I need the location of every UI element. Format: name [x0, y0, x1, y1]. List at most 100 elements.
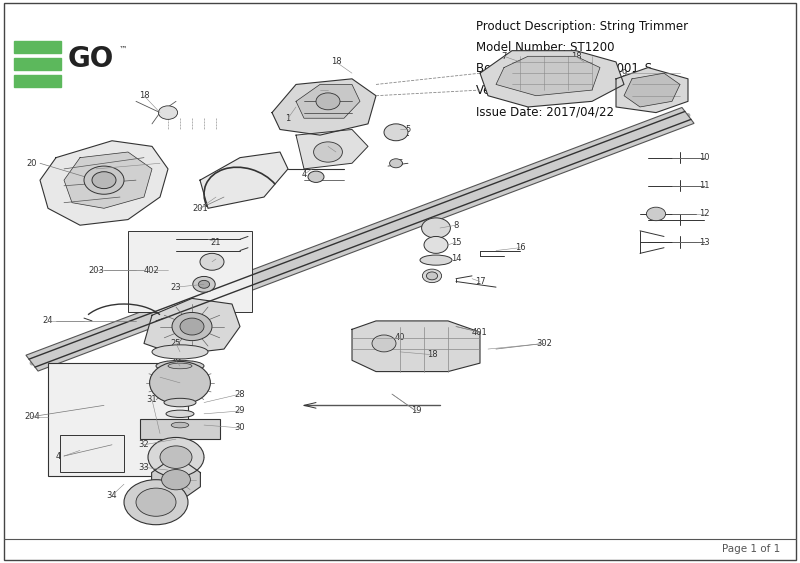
- Circle shape: [426, 272, 438, 280]
- Polygon shape: [496, 56, 600, 96]
- Circle shape: [384, 124, 408, 141]
- Polygon shape: [296, 84, 360, 118]
- Ellipse shape: [166, 410, 194, 418]
- Ellipse shape: [152, 345, 208, 359]
- Text: 32: 32: [138, 440, 150, 449]
- Bar: [60, 435, 124, 472]
- Text: 18: 18: [426, 350, 438, 359]
- Polygon shape: [624, 73, 680, 107]
- Polygon shape: [40, 141, 168, 225]
- Text: 21: 21: [210, 238, 222, 247]
- Circle shape: [162, 470, 190, 490]
- Circle shape: [148, 437, 204, 477]
- Text: 30: 30: [234, 423, 246, 432]
- Circle shape: [316, 93, 340, 110]
- Polygon shape: [296, 129, 368, 169]
- Text: 13: 13: [698, 238, 710, 247]
- Text: 204: 204: [24, 412, 40, 421]
- Text: 7: 7: [502, 52, 506, 61]
- Polygon shape: [152, 463, 200, 497]
- Text: 2: 2: [318, 86, 322, 95]
- Text: 26: 26: [170, 356, 182, 365]
- Circle shape: [646, 207, 666, 221]
- Circle shape: [372, 335, 396, 352]
- Polygon shape: [144, 298, 240, 355]
- Circle shape: [124, 480, 188, 525]
- Text: Model Number: ST1200: Model Number: ST1200: [476, 41, 614, 54]
- Polygon shape: [352, 321, 480, 372]
- Polygon shape: [26, 108, 694, 371]
- Text: 4: 4: [302, 170, 306, 179]
- Text: 12: 12: [698, 209, 710, 218]
- Text: Page 1 of 1: Page 1 of 1: [722, 544, 780, 554]
- Circle shape: [136, 488, 176, 516]
- Text: 16: 16: [514, 243, 526, 252]
- Circle shape: [172, 312, 212, 341]
- Text: 201: 201: [192, 204, 208, 213]
- Text: 10: 10: [698, 153, 710, 162]
- Text: 11: 11: [698, 181, 710, 190]
- Text: 25: 25: [170, 339, 182, 348]
- Text: Issue Date: 2017/04/22: Issue Date: 2017/04/22: [476, 105, 614, 118]
- Bar: [48, 363, 188, 476]
- Text: 23: 23: [170, 283, 182, 292]
- Ellipse shape: [171, 422, 189, 428]
- Polygon shape: [480, 51, 624, 107]
- Text: ™: ™: [119, 44, 127, 53]
- Ellipse shape: [156, 360, 204, 372]
- Text: 19: 19: [410, 406, 422, 415]
- Text: 8: 8: [454, 221, 458, 230]
- Bar: [14, 58, 61, 70]
- Circle shape: [92, 172, 116, 189]
- Bar: [128, 231, 252, 312]
- Text: 5: 5: [406, 125, 410, 134]
- Circle shape: [158, 106, 178, 119]
- Text: 403: 403: [56, 452, 72, 461]
- Circle shape: [424, 236, 448, 253]
- Text: 402: 402: [144, 266, 160, 275]
- Text: 20: 20: [26, 159, 38, 168]
- Polygon shape: [272, 79, 376, 135]
- Text: Product Description: String Trimmer: Product Description: String Trimmer: [476, 20, 688, 33]
- Text: 15: 15: [450, 238, 462, 247]
- Circle shape: [150, 361, 210, 404]
- Text: 14: 14: [450, 254, 462, 263]
- Circle shape: [180, 318, 204, 335]
- Circle shape: [308, 171, 324, 182]
- Text: 203: 203: [88, 266, 104, 275]
- Text: 1: 1: [286, 114, 290, 123]
- Circle shape: [422, 269, 442, 283]
- Ellipse shape: [164, 399, 196, 406]
- Text: 18: 18: [138, 91, 150, 100]
- Text: 27: 27: [154, 373, 166, 382]
- Text: 29: 29: [234, 406, 246, 415]
- Circle shape: [390, 159, 402, 168]
- Text: 40: 40: [394, 333, 406, 342]
- Circle shape: [422, 218, 450, 238]
- Polygon shape: [616, 68, 688, 113]
- Polygon shape: [64, 152, 152, 208]
- Text: 31: 31: [146, 395, 158, 404]
- Text: GO: GO: [67, 44, 114, 73]
- Text: 17: 17: [474, 277, 486, 286]
- Circle shape: [84, 166, 124, 194]
- Text: 401: 401: [472, 328, 488, 337]
- Text: 18: 18: [570, 52, 582, 61]
- Text: 18: 18: [330, 57, 342, 66]
- Ellipse shape: [168, 363, 192, 369]
- Polygon shape: [200, 152, 288, 208]
- Circle shape: [200, 253, 224, 270]
- Text: Body Number: 0760022001_S: Body Number: 0760022001_S: [476, 62, 652, 75]
- Text: 6: 6: [398, 159, 402, 168]
- Text: 28: 28: [234, 390, 246, 399]
- Text: 3: 3: [326, 142, 330, 151]
- Text: Version: A: Version: A: [476, 84, 535, 97]
- Text: 22: 22: [210, 254, 222, 263]
- Text: 9: 9: [622, 69, 626, 78]
- Text: 33: 33: [138, 463, 150, 472]
- Bar: [14, 41, 61, 53]
- Text: 24: 24: [42, 316, 54, 325]
- Circle shape: [160, 446, 192, 468]
- Circle shape: [314, 142, 342, 162]
- Circle shape: [193, 276, 215, 292]
